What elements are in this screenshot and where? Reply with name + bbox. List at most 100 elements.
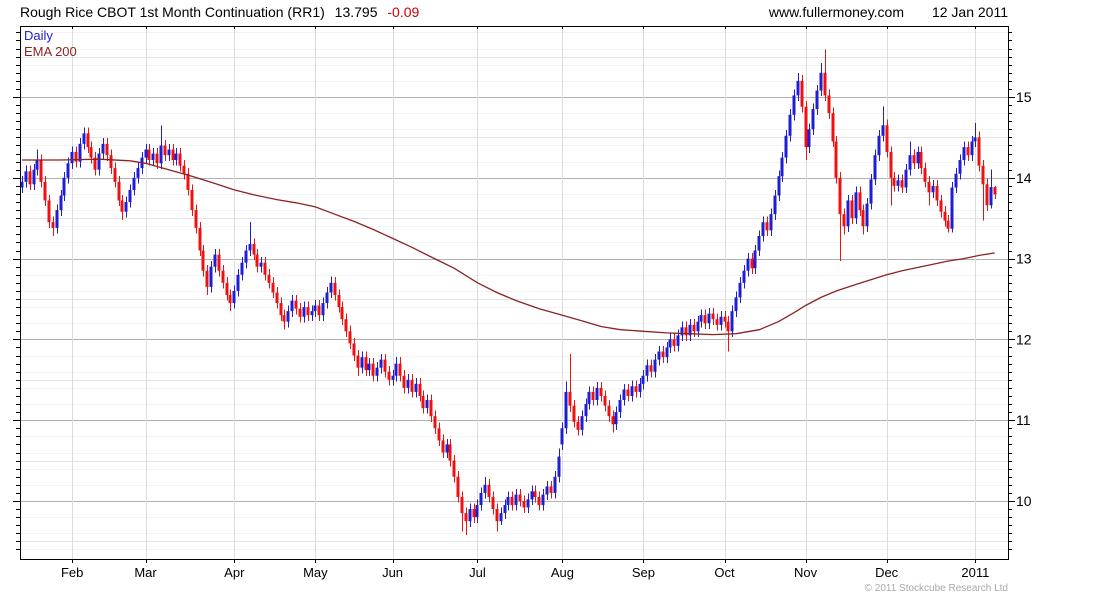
vertical-gridlines xyxy=(72,26,976,559)
candle-up xyxy=(394,357,398,382)
candle-down xyxy=(51,216,55,236)
candle-up xyxy=(973,122,977,148)
candle-up xyxy=(144,143,148,164)
candle-up xyxy=(541,488,545,511)
price-ticks xyxy=(13,32,1015,550)
candle-up xyxy=(97,147,101,176)
legend-timeframe: Daily xyxy=(24,28,53,43)
candle-up xyxy=(244,244,248,269)
copyright-notice: © 2011 Stockcube Research Ltd xyxy=(864,583,1008,594)
last-price: 13.795 xyxy=(334,4,378,20)
chart-title: Rough Rice CBOT 1st Month Continuation (… xyxy=(20,4,325,20)
candle-up xyxy=(618,394,622,418)
x-axis-label: Jul xyxy=(469,565,486,580)
candle-up xyxy=(545,480,549,501)
candle-down xyxy=(549,480,553,499)
candle-down xyxy=(981,160,985,221)
candle-down xyxy=(43,176,47,207)
candle-up xyxy=(379,353,383,374)
candle-down xyxy=(402,370,406,394)
candle-up xyxy=(688,319,692,342)
candle-down xyxy=(838,172,842,262)
candle-down xyxy=(120,194,124,220)
candle-down xyxy=(649,359,653,378)
candle-up xyxy=(526,493,530,514)
candle-down xyxy=(576,416,580,436)
x-axis-label: Oct xyxy=(714,565,735,580)
candle-up xyxy=(757,230,761,257)
candle-down xyxy=(178,147,182,172)
candle-up xyxy=(499,507,503,526)
x-axis-label: Feb xyxy=(61,565,83,580)
candle-down xyxy=(985,178,989,211)
candle-down xyxy=(522,495,526,514)
candle-down xyxy=(626,383,630,402)
candle-up xyxy=(877,130,881,161)
candle-down xyxy=(163,139,167,161)
candle-down xyxy=(568,353,572,413)
candle-up xyxy=(483,476,487,499)
candle-up xyxy=(873,149,877,186)
candle-up xyxy=(865,198,869,232)
candle-down xyxy=(171,143,175,166)
candle-down xyxy=(205,265,209,295)
candle-down xyxy=(889,146,893,206)
candle-up xyxy=(730,305,734,337)
candle-up xyxy=(375,362,379,382)
candle-down xyxy=(831,107,835,148)
x-axis-label: May xyxy=(303,565,328,580)
candle-down xyxy=(607,400,611,422)
candle-down xyxy=(333,277,337,301)
candle-up xyxy=(479,487,483,511)
candle-down xyxy=(28,165,32,190)
horizontal-gridlines xyxy=(20,32,1008,550)
candle-up xyxy=(962,141,966,166)
candle-up xyxy=(614,406,618,430)
x-axis-label: Mar xyxy=(134,565,157,580)
candle-up xyxy=(259,256,263,273)
candle-up xyxy=(248,222,252,257)
candle-down xyxy=(603,390,607,412)
candle-up xyxy=(514,488,518,511)
candle-down xyxy=(344,313,348,337)
candle-down xyxy=(271,277,275,299)
candle-down xyxy=(703,309,707,329)
candle-up xyxy=(753,244,757,274)
candle-down xyxy=(765,216,769,236)
candle-down xyxy=(800,75,804,113)
candle-up xyxy=(622,383,626,406)
candle-up xyxy=(738,277,742,304)
site-watermark: www.fullermoney.com xyxy=(768,4,904,20)
candles-layer xyxy=(20,49,997,535)
candle-down xyxy=(858,186,862,216)
candle-down xyxy=(279,297,283,321)
candle-down xyxy=(939,194,943,218)
candle-down xyxy=(834,135,838,184)
candle-up xyxy=(290,294,294,317)
candle-up xyxy=(595,382,599,406)
candle-down xyxy=(364,351,368,376)
candle-down xyxy=(340,301,344,325)
candle-up xyxy=(159,125,163,169)
candle-up xyxy=(20,176,24,194)
candle-up xyxy=(734,291,738,317)
y-axis-label: 13 xyxy=(1016,251,1032,267)
candle-up xyxy=(958,154,962,180)
candle-up xyxy=(788,109,792,142)
candle-up xyxy=(564,381,568,434)
candle-up xyxy=(777,170,781,202)
candle-down xyxy=(850,194,854,224)
candle-up xyxy=(807,123,811,153)
y-axis-label: 15 xyxy=(1016,89,1032,105)
candle-up xyxy=(286,305,290,328)
candle-up xyxy=(638,378,642,398)
candle-up xyxy=(232,285,236,309)
candle-down xyxy=(337,289,341,313)
candle-down xyxy=(255,248,259,273)
candle-down xyxy=(86,127,90,153)
candle-down xyxy=(267,269,271,289)
candle-down xyxy=(591,386,595,406)
candle-up xyxy=(557,448,561,483)
candle-down xyxy=(711,307,715,325)
legend-ema-200: EMA 200 xyxy=(24,44,77,59)
